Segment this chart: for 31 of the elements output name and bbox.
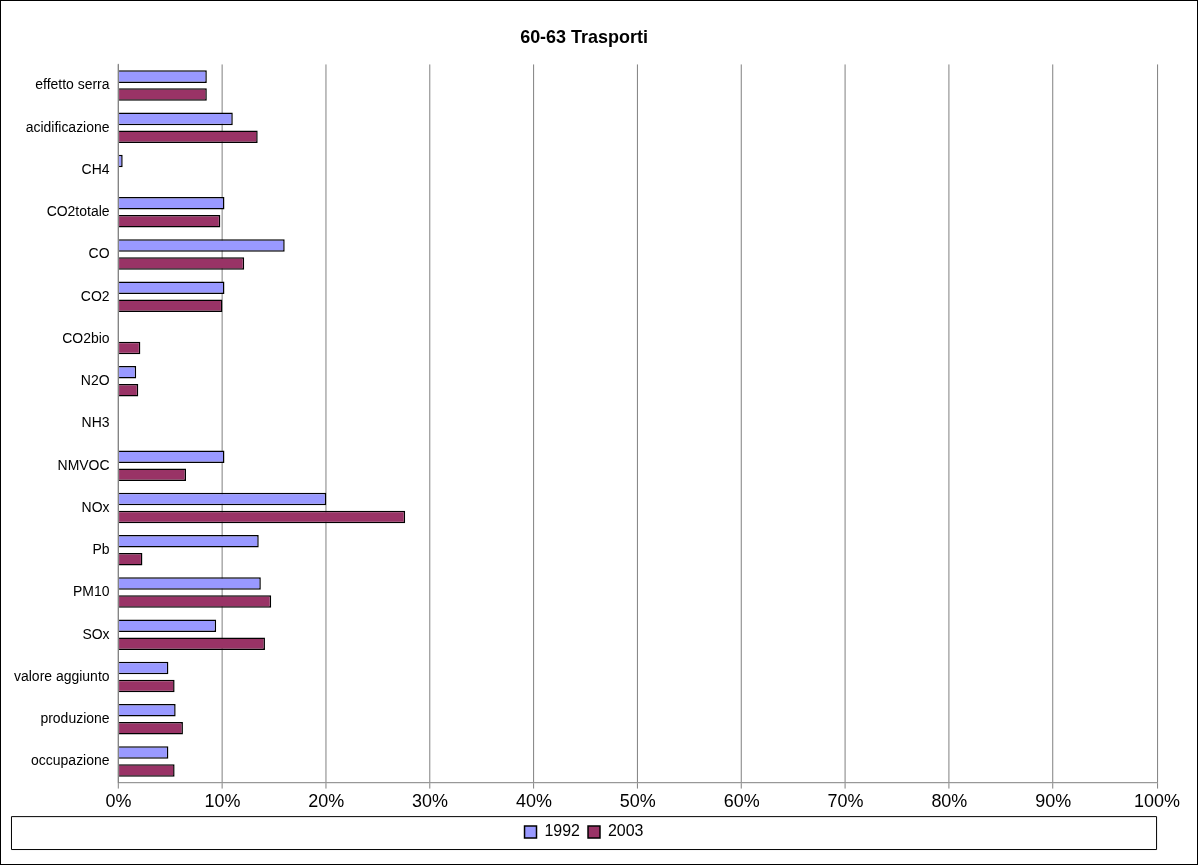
y-tick-label: occupazione xyxy=(31,752,110,769)
y-tick-label: CO xyxy=(88,245,110,262)
legend-label: 2003 xyxy=(607,822,644,840)
y-tick-label: CO2 xyxy=(80,287,110,304)
y-tick-label: NMVOC xyxy=(57,456,110,473)
y-tick-label: PM10 xyxy=(73,583,110,600)
x-tick-label: 80% xyxy=(931,791,968,812)
x-tick-label: 100% xyxy=(1134,791,1181,812)
x-tick-label: 30% xyxy=(412,791,449,812)
x-tick-label: 10% xyxy=(204,791,241,812)
y-tick-label: produzione xyxy=(40,710,110,727)
y-tick-label: valore aggiunto xyxy=(13,667,110,684)
y-tick-label: CO2totale xyxy=(46,203,110,220)
y-tick-label: effetto serra xyxy=(35,76,110,93)
x-tick-label: 40% xyxy=(515,791,552,812)
y-tick-label: acidificazione xyxy=(25,118,110,135)
x-tick-label: 0% xyxy=(105,791,132,812)
y-tick-label: NOx xyxy=(81,498,110,515)
x-tick-label: 50% xyxy=(619,791,656,812)
y-tick-label: CH4 xyxy=(81,160,110,177)
y-tick-label: SOx xyxy=(82,625,110,642)
x-tick-label: 90% xyxy=(1035,791,1072,812)
chart-title: 60-63 Trasporti xyxy=(520,26,648,47)
y-tick-label: N2O xyxy=(80,372,110,389)
x-tick-label: 70% xyxy=(827,791,864,812)
y-tick-label: CO2bio xyxy=(62,329,110,346)
legend-label: 1992 xyxy=(544,822,581,840)
x-tick-label: 20% xyxy=(308,791,345,812)
x-tick-label: 60% xyxy=(723,791,760,812)
y-tick-label: NH3 xyxy=(81,414,110,431)
y-tick-label: Pb xyxy=(92,541,110,558)
